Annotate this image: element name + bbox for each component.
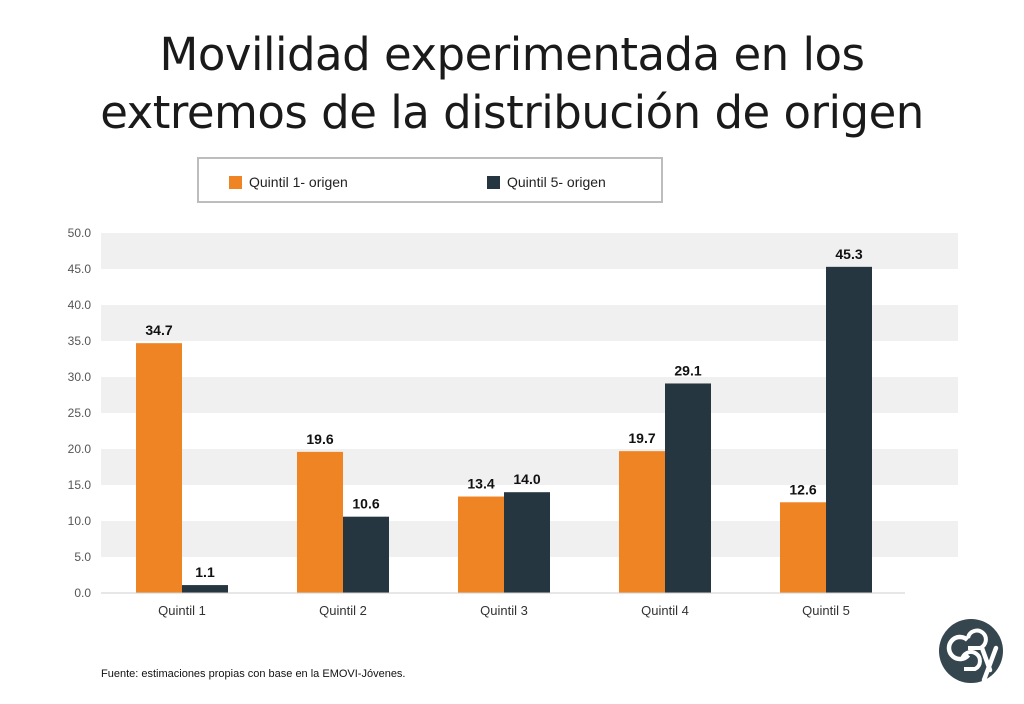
data-label: 19.7 <box>628 430 655 446</box>
bar-q1-origen <box>458 496 504 593</box>
chart-legend: Quintil 1- origen Quintil 5- origen <box>197 157 663 203</box>
data-label: 13.4 <box>467 476 494 492</box>
y-tick-label: 35.0 <box>68 334 92 348</box>
grid-band <box>101 233 958 269</box>
bar-q5-origen <box>665 383 711 593</box>
legend-label-series-1: Quintil 1- origen <box>249 174 348 190</box>
data-label: 34.7 <box>145 322 172 338</box>
legend-swatch-series-1 <box>229 176 242 189</box>
bar-q5-origen <box>182 585 228 593</box>
grid-band <box>101 305 958 341</box>
title-line-1: Movilidad experimentada en los <box>159 28 865 81</box>
x-tick-label: Quintil 5 <box>802 603 850 618</box>
bar-q1-origen <box>297 451 343 593</box>
y-tick-label: 25.0 <box>68 406 92 420</box>
bar-q5-origen <box>504 492 550 593</box>
legend-item-series-2: Quintil 5- origen <box>487 174 606 190</box>
data-label: 29.1 <box>674 362 701 378</box>
x-tick-label: Quintil 1 <box>158 603 206 618</box>
y-tick-label: 0.0 <box>74 586 91 600</box>
y-tick-label: 50.0 <box>68 226 92 240</box>
y-tick-label: 5.0 <box>74 550 91 564</box>
source-note: Fuente: estimaciones propias con base en… <box>101 668 406 680</box>
legend-swatch-series-2 <box>487 176 500 189</box>
bar-q1-origen <box>136 343 182 593</box>
x-tick-label: Quintil 4 <box>641 603 689 618</box>
legend-label-series-2: Quintil 5- origen <box>507 174 606 190</box>
data-label: 14.0 <box>513 471 540 487</box>
title-line-2: extremos de la distribución de origen <box>100 86 924 139</box>
data-label: 19.6 <box>306 431 333 447</box>
x-tick-label: Quintil 3 <box>480 603 528 618</box>
y-tick-label: 10.0 <box>68 514 92 528</box>
grid-band <box>101 449 958 485</box>
ceey-logo-icon <box>939 619 1003 683</box>
data-label: 12.6 <box>789 481 816 497</box>
grid-band <box>101 377 958 413</box>
bar-q5-origen <box>826 266 872 593</box>
y-tick-label: 40.0 <box>68 298 92 312</box>
data-label: 10.6 <box>352 496 379 512</box>
bar-q1-origen <box>780 502 826 593</box>
y-tick-label: 45.0 <box>68 262 92 276</box>
bar-q5-origen <box>343 516 389 593</box>
y-tick-label: 15.0 <box>68 478 92 492</box>
y-tick-label: 20.0 <box>68 442 92 456</box>
x-tick-label: Quintil 2 <box>319 603 367 618</box>
chart-title: Movilidad experimentada en los extremos … <box>40 26 984 142</box>
data-label: 45.3 <box>835 246 862 262</box>
bar-q1-origen <box>619 451 665 593</box>
data-label: 1.1 <box>195 564 215 580</box>
y-tick-label: 30.0 <box>68 370 92 384</box>
legend-item-series-1: Quintil 1- origen <box>229 174 348 190</box>
